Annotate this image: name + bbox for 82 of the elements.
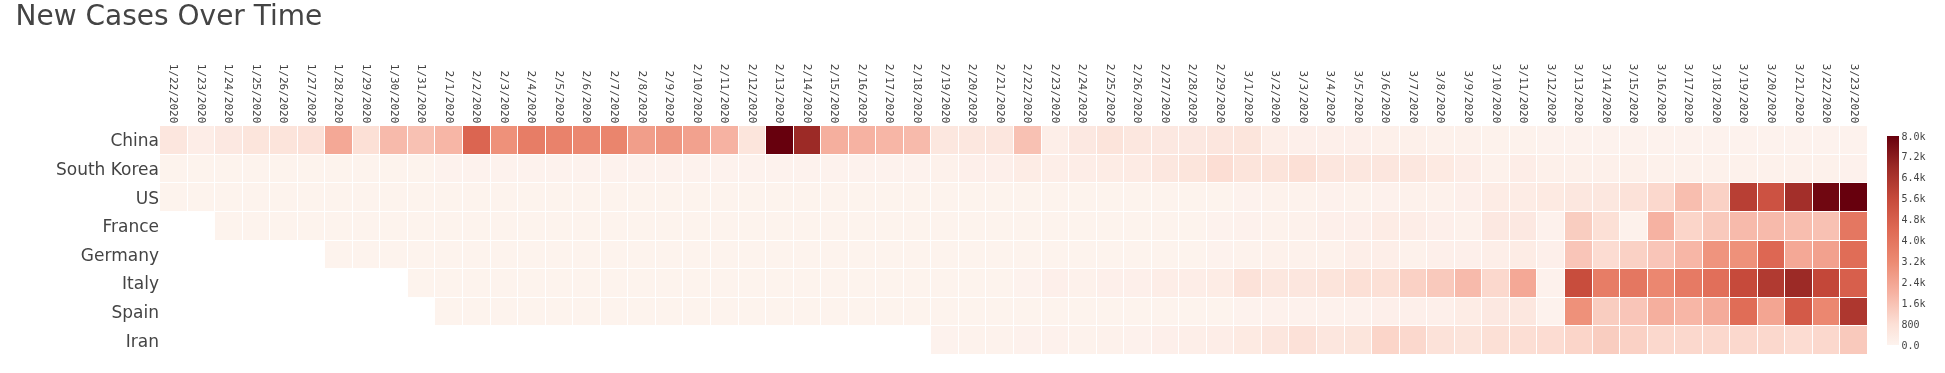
color-bar-label: 2.4k bbox=[1901, 276, 1926, 288]
x-tick-label: 2/21/2020 bbox=[993, 63, 1007, 124]
x-tick-label: 2/6/2020 bbox=[580, 70, 594, 124]
color-bar-label: 3.2k bbox=[1901, 255, 1926, 267]
x-tick-label: 2/18/2020 bbox=[911, 63, 925, 124]
x-tick-label: 2/17/2020 bbox=[883, 63, 897, 124]
x-tick-label: 2/11/2020 bbox=[718, 63, 732, 124]
x-tick-label: 2/13/2020 bbox=[773, 63, 787, 124]
x-tick-label: 3/19/2020 bbox=[1737, 63, 1751, 124]
x-tick-label: 1/25/2020 bbox=[249, 63, 263, 124]
color-bar-label: 8.0k bbox=[1901, 130, 1926, 142]
x-tick-label: 1/29/2020 bbox=[360, 63, 374, 124]
x-tick-label: 2/9/2020 bbox=[663, 70, 677, 124]
x-tick-label: 2/1/2020 bbox=[442, 70, 456, 124]
x-tick-label: 3/10/2020 bbox=[1489, 63, 1503, 124]
color-bar-label: 4.8k bbox=[1901, 214, 1926, 226]
x-tick-label: 1/24/2020 bbox=[222, 63, 236, 124]
color-bar-label: 7.2k bbox=[1901, 151, 1926, 163]
x-tick-label: 2/22/2020 bbox=[1021, 63, 1035, 124]
x-tick-label: 2/8/2020 bbox=[635, 70, 649, 124]
x-tick-label: 3/9/2020 bbox=[1461, 70, 1475, 124]
x-tick-label: 2/7/2020 bbox=[607, 70, 621, 124]
x-tick-label: 1/22/2020 bbox=[167, 63, 181, 124]
x-tick-label: 2/23/2020 bbox=[1048, 63, 1062, 124]
x-tick-label: 1/23/2020 bbox=[194, 63, 208, 124]
x-tick-label: 3/18/2020 bbox=[1709, 63, 1723, 124]
x-tick-label: 2/24/2020 bbox=[1076, 63, 1090, 124]
x-tick-label: 1/30/2020 bbox=[387, 63, 401, 124]
x-tick-label: 3/21/2020 bbox=[1792, 63, 1806, 124]
x-tick-label: 2/26/2020 bbox=[1131, 63, 1145, 124]
x-tick-label: 2/28/2020 bbox=[1186, 63, 1200, 124]
color-bar-label: 1.6k bbox=[1901, 297, 1926, 309]
color-bar-label: 800 bbox=[1901, 318, 1920, 330]
x-tick-label: 2/2/2020 bbox=[470, 70, 484, 124]
y-tick-label: France bbox=[102, 216, 159, 237]
y-tick-label: Italy bbox=[122, 273, 159, 294]
x-tick-label: 3/2/2020 bbox=[1269, 70, 1283, 124]
x-tick-label: 3/3/2020 bbox=[1296, 70, 1310, 124]
x-tick-label: 2/19/2020 bbox=[938, 63, 952, 124]
x-tick-label: 2/5/2020 bbox=[552, 70, 566, 124]
x-tick-label: 2/4/2020 bbox=[525, 70, 539, 124]
x-tick-label: 2/29/2020 bbox=[1214, 63, 1228, 124]
x-tick-label: 2/14/2020 bbox=[800, 63, 814, 124]
x-tick-label: 3/5/2020 bbox=[1351, 70, 1365, 124]
x-tick-label: 3/14/2020 bbox=[1599, 63, 1613, 124]
x-tick-label: 1/28/2020 bbox=[332, 63, 346, 124]
y-tick-label: Spain bbox=[111, 302, 159, 323]
y-tick-label: Germany bbox=[80, 244, 159, 265]
color-bar-label: 5.6k bbox=[1901, 193, 1926, 205]
x-tick-label: 2/27/2020 bbox=[1158, 63, 1172, 124]
y-tick-label: Iran bbox=[125, 330, 159, 351]
x-tick-label: 3/22/2020 bbox=[1820, 63, 1834, 124]
x-tick-label: 2/16/2020 bbox=[855, 63, 869, 124]
x-tick-label: 3/15/2020 bbox=[1627, 63, 1641, 124]
x-tick-label: 3/8/2020 bbox=[1434, 70, 1448, 124]
x-tick-label: 3/16/2020 bbox=[1654, 63, 1668, 124]
x-tick-label: 1/27/2020 bbox=[304, 63, 318, 124]
x-tick-label: 3/1/2020 bbox=[1241, 70, 1255, 124]
x-tick-label: 2/3/2020 bbox=[497, 70, 511, 124]
y-tick-label: US bbox=[135, 187, 159, 208]
x-tick-label: 1/31/2020 bbox=[415, 63, 429, 124]
x-tick-label: 3/20/2020 bbox=[1765, 63, 1779, 124]
x-tick-label: 2/12/2020 bbox=[745, 63, 759, 124]
x-tick-label: 3/4/2020 bbox=[1324, 70, 1338, 124]
x-tick-label: 1/26/2020 bbox=[277, 63, 291, 124]
x-tick-label: 3/7/2020 bbox=[1406, 70, 1420, 124]
x-tick-label: 2/10/2020 bbox=[690, 63, 704, 124]
x-tick-label: 2/20/2020 bbox=[966, 63, 980, 124]
color-bar-label: 0.0 bbox=[1901, 339, 1920, 351]
x-tick-label: 3/6/2020 bbox=[1379, 70, 1393, 124]
x-tick-label: 3/23/2020 bbox=[1847, 63, 1861, 124]
chart-title: New Cases Over Time bbox=[15, 0, 323, 33]
x-tick-label: 3/13/2020 bbox=[1572, 63, 1586, 124]
x-tick-label: 3/17/2020 bbox=[1682, 63, 1696, 124]
y-tick-label: South Korea bbox=[55, 158, 159, 179]
x-tick-label: 3/12/2020 bbox=[1544, 63, 1558, 124]
y-tick-label: China bbox=[110, 130, 159, 151]
x-tick-label: 3/11/2020 bbox=[1517, 63, 1531, 124]
x-tick-label: 2/15/2020 bbox=[828, 63, 842, 124]
color-bar-label: 4.0k bbox=[1901, 235, 1926, 246]
color-bar-label: 6.4k bbox=[1901, 172, 1926, 184]
x-tick-label: 2/25/2020 bbox=[1103, 63, 1117, 124]
